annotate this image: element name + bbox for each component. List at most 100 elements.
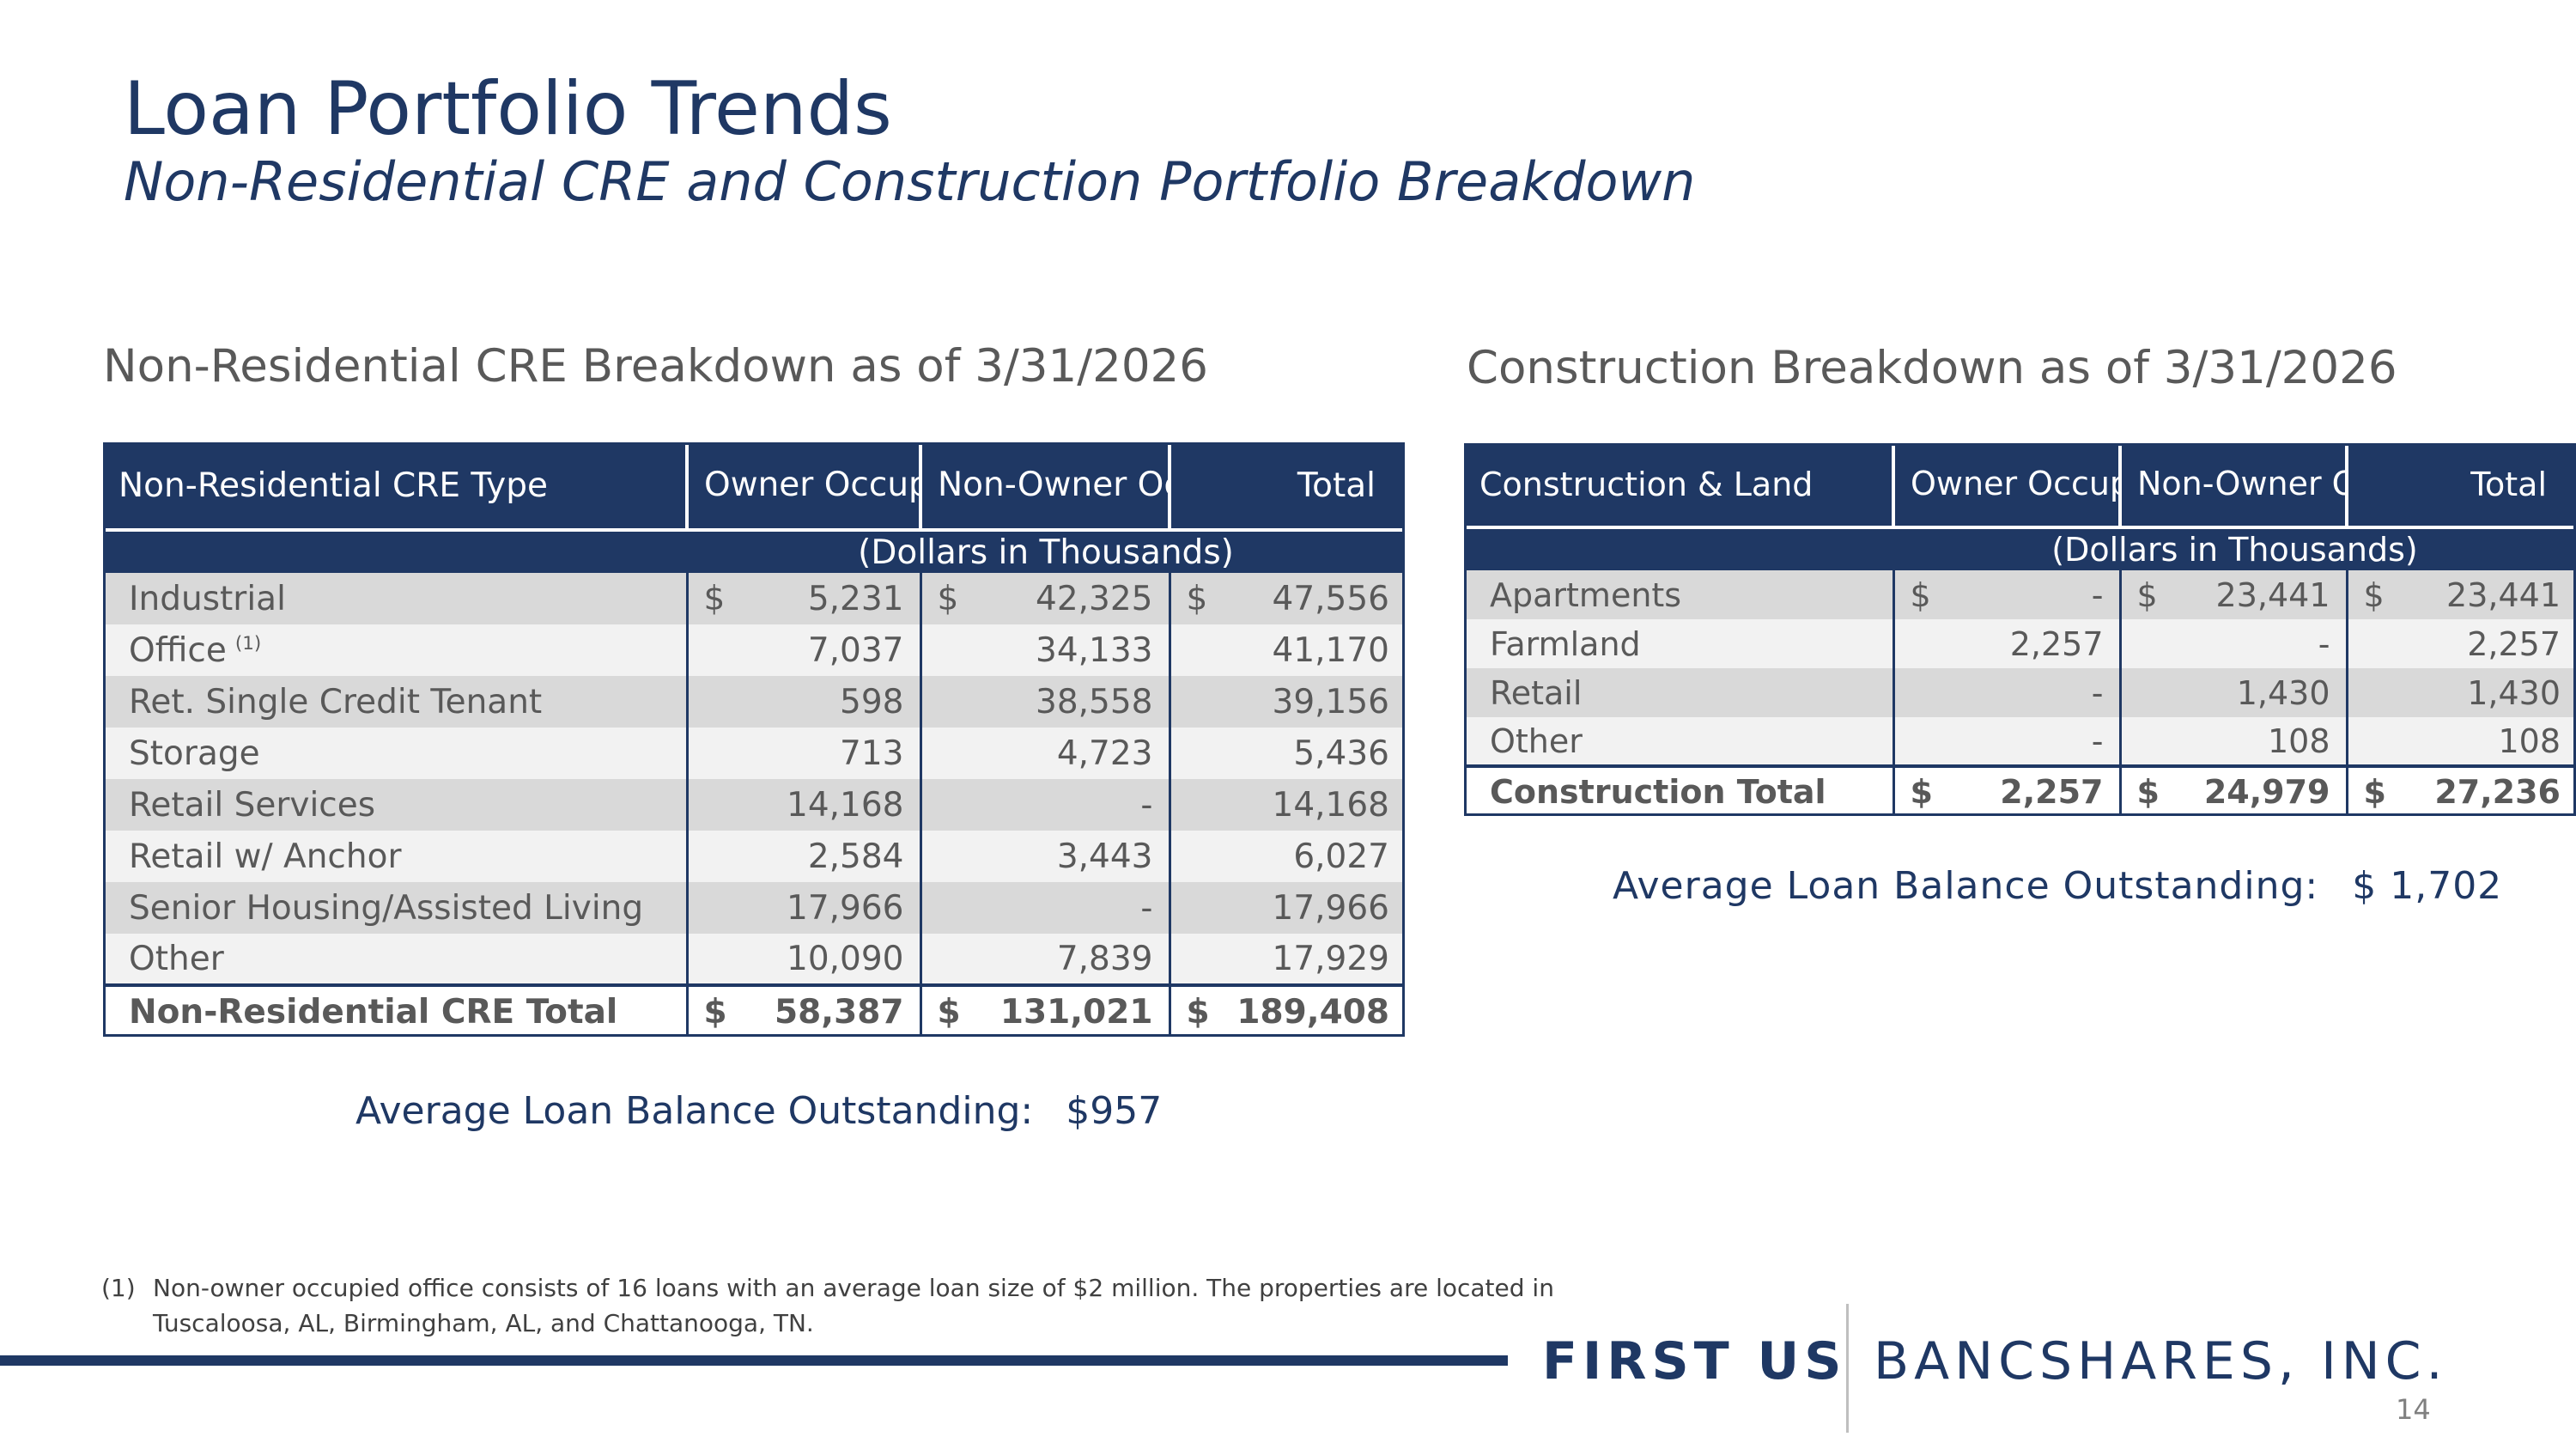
amount-cell: $2,257 xyxy=(1893,764,2122,816)
amount-value: 23,441 xyxy=(2446,575,2561,614)
cre-heading: Non-Residential CRE Breakdown as of 3/31… xyxy=(103,340,1208,393)
currency-symbol: $ xyxy=(703,992,727,1032)
construction-units-blank xyxy=(1464,527,1893,570)
amount-cell: 7,839 xyxy=(920,934,1171,985)
currency-symbol: $ xyxy=(937,579,959,618)
amount-cell: - xyxy=(920,779,1171,831)
amount-cell: $58,387 xyxy=(687,983,922,1037)
amount-cell: 2,257 xyxy=(1893,619,2122,668)
row-label-text: Farmland xyxy=(1490,624,1641,663)
currency-symbol: $ xyxy=(2136,575,2158,614)
row-label-text: Apartments xyxy=(1490,575,1682,614)
footnote-marker: (1) xyxy=(101,1274,136,1302)
table-row: Apartments $ - $23,441 $23,441 xyxy=(1464,570,2576,619)
cre-col-total: Total xyxy=(1170,442,1405,532)
row-label: Senior Housing/Assisted Living xyxy=(103,882,689,934)
amount-cell: - xyxy=(2120,619,2348,668)
table-row: Retail - 1,430 1,430 xyxy=(1464,668,2576,717)
amount-value: 17,966 xyxy=(787,888,904,928)
amount-value: 189,408 xyxy=(1236,992,1389,1032)
amount-cell: 38,558 xyxy=(920,676,1171,728)
row-label: Retail Services xyxy=(103,779,689,831)
amount-value: 23,441 xyxy=(2215,575,2330,614)
construction-avg-value: $ 1,702 xyxy=(2352,864,2503,908)
amount-cell: 17,966 xyxy=(1170,882,1405,934)
cre-avg-value: $957 xyxy=(1066,1089,1163,1133)
amount-value: 2,257 xyxy=(2000,773,2104,811)
amount-value: - xyxy=(2091,575,2104,614)
amount-value: - xyxy=(2091,721,2104,760)
amount-cell: $42,325 xyxy=(920,573,1171,624)
total-label: Construction Total xyxy=(1464,764,1895,816)
row-label-text: Industrial xyxy=(129,579,286,618)
construction-avg-label: Average Loan Balance Outstanding: xyxy=(1613,864,2319,908)
amount-value: 4,723 xyxy=(1056,734,1153,773)
total-row: Non-Residential CRE Total $58,387 $131,021… xyxy=(103,983,1405,1037)
amount-cell: $27,236 xyxy=(2347,764,2576,816)
table-row: Retail w/ Anchor 2,584 3,443 6,027 xyxy=(103,831,1405,882)
amount-cell: 39,156 xyxy=(1170,676,1405,728)
amount-cell: 17,966 xyxy=(687,882,922,934)
amount-value: 47,556 xyxy=(1272,579,1389,618)
amount-value: 3,443 xyxy=(1056,837,1153,876)
amount-cell: $189,408 xyxy=(1170,983,1405,1037)
currency-symbol: $ xyxy=(937,992,961,1032)
amount-value: - xyxy=(1140,888,1153,928)
amount-value: 41,170 xyxy=(1272,630,1389,670)
row-label-text: Senior Housing/Assisted Living xyxy=(129,888,644,928)
amount-cell: - xyxy=(1893,668,2122,717)
table-row: Industrial $5,231 $42,325 $47,556 xyxy=(103,573,1405,624)
construction-heading: Construction Breakdown as of 3/31/2026 xyxy=(1467,342,2397,394)
cre-col-nonowner: Non-Owner Occupied xyxy=(920,442,1171,532)
amount-value: 38,558 xyxy=(1036,682,1153,721)
amount-value: 14,168 xyxy=(1272,785,1389,825)
table-row: Retail Services 14,168 - 14,168 xyxy=(103,779,1405,831)
table-row: Ret. Single Credit Tenant 598 38,558 39,156 xyxy=(103,676,1405,728)
row-label: Other xyxy=(1464,717,1895,766)
row-label-text: Other xyxy=(129,939,224,978)
cre-col-type: Non-Residential CRE Type xyxy=(103,442,689,532)
logo-bancshares: BANCSHARES, INC. xyxy=(1874,1331,2448,1391)
construction-col-total: Total xyxy=(2347,443,2576,529)
construction-units: (Dollars in Thousands) xyxy=(1893,527,2576,570)
construction-col-owner: Owner Occupied xyxy=(1893,443,2122,529)
currency-symbol: $ xyxy=(2363,773,2386,811)
row-label-text: Other xyxy=(1490,721,1583,760)
row-label: Other xyxy=(103,934,689,985)
amount-cell: 7,037 xyxy=(687,624,922,676)
amount-cell: $23,441 xyxy=(2120,570,2348,619)
page-title: Loan Portfolio Trends xyxy=(124,66,892,152)
amount-cell: 6,027 xyxy=(1170,831,1405,882)
cre-units-blank xyxy=(103,530,687,573)
table-row: Senior Housing/Assisted Living 17,966 - 17,… xyxy=(103,882,1405,934)
amount-value: 7,037 xyxy=(807,630,904,670)
total-row: Construction Total $2,257 $24,979 $27,236 xyxy=(1464,764,2576,816)
footnote-reference: (1) xyxy=(234,632,262,654)
row-label: Retail w/ Anchor xyxy=(103,831,689,882)
amount-value: - xyxy=(2091,673,2104,712)
amount-cell: 41,170 xyxy=(1170,624,1405,676)
amount-cell: 598 xyxy=(687,676,922,728)
row-label-text: Retail Services xyxy=(129,785,376,825)
amount-value: - xyxy=(2318,624,2330,663)
amount-value: 131,021 xyxy=(999,992,1153,1032)
amount-cell: 4,723 xyxy=(920,728,1171,779)
row-label: Storage xyxy=(103,728,689,779)
row-label: Retail xyxy=(1464,668,1895,717)
amount-cell: $ - xyxy=(1893,570,2122,619)
amount-cell: $47,556 xyxy=(1170,573,1405,624)
amount-value: 7,839 xyxy=(1056,939,1153,978)
table-row: Storage 713 4,723 5,436 xyxy=(103,728,1405,779)
amount-value: 27,236 xyxy=(2434,773,2561,811)
row-label-text: Office xyxy=(129,630,227,670)
currency-symbol: $ xyxy=(1910,773,1933,811)
logo-divider xyxy=(1846,1304,1849,1433)
amount-value: 2,257 xyxy=(2467,624,2561,663)
amount-cell: 5,436 xyxy=(1170,728,1405,779)
row-label: Apartments xyxy=(1464,570,1895,619)
amount-cell: 108 xyxy=(2347,717,2576,766)
amount-value: 17,966 xyxy=(1272,888,1389,928)
amount-cell: 2,584 xyxy=(687,831,922,882)
cre-table: Non-Residential CRE Type Owner Occupied … xyxy=(103,442,1405,1037)
amount-cell: 2,257 xyxy=(2347,619,2576,668)
